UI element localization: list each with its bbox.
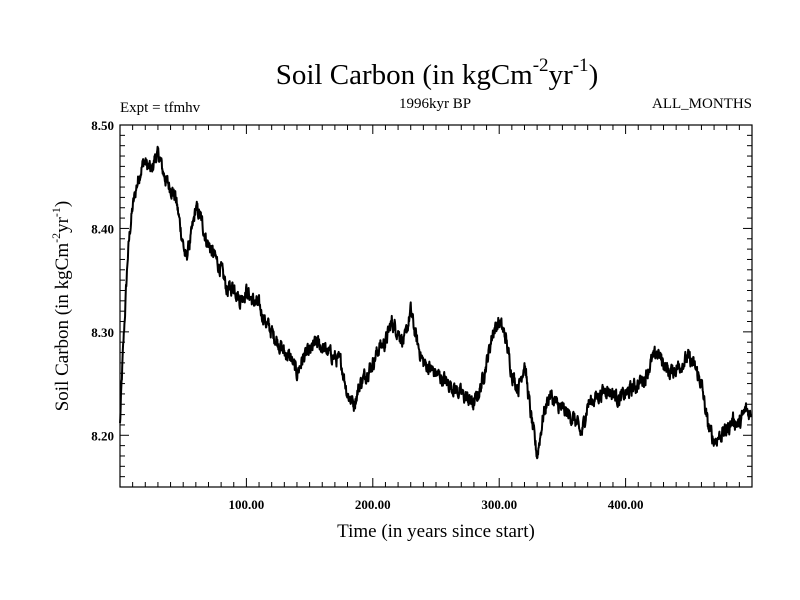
- x-tick-label: 300.00: [481, 497, 517, 512]
- x-tick-label: 400.00: [608, 497, 644, 512]
- y-tick-label: 8.50: [91, 118, 114, 133]
- subtitle-right: ALL_MONTHS: [652, 96, 752, 112]
- y-tick-label: 8.30: [91, 325, 114, 340]
- y-axis-label: Soil Carbon (in kgCm-2yr-1): [49, 201, 73, 412]
- plot-frame: [119, 124, 753, 488]
- series-line: [119, 145, 752, 460]
- x-tick-label: 100.00: [229, 497, 265, 512]
- chart-title: Soil Carbon (in kgCm-2yr-1): [276, 55, 598, 91]
- y-axis: 8.20 8.30 8.40 8.50: [91, 118, 752, 478]
- x-axis-label: Time (in years since start): [337, 521, 535, 542]
- y-tick-label: 8.40: [91, 221, 114, 236]
- subtitle-center: 1996kyr BP: [399, 96, 471, 112]
- x-tick-label: 200.00: [355, 497, 391, 512]
- y-tick-label: 8.20: [91, 428, 114, 443]
- x-axis: 100.00 200.00 300.00 400.00: [132, 125, 740, 512]
- subtitle-left: Expt = tfmhv: [120, 100, 201, 116]
